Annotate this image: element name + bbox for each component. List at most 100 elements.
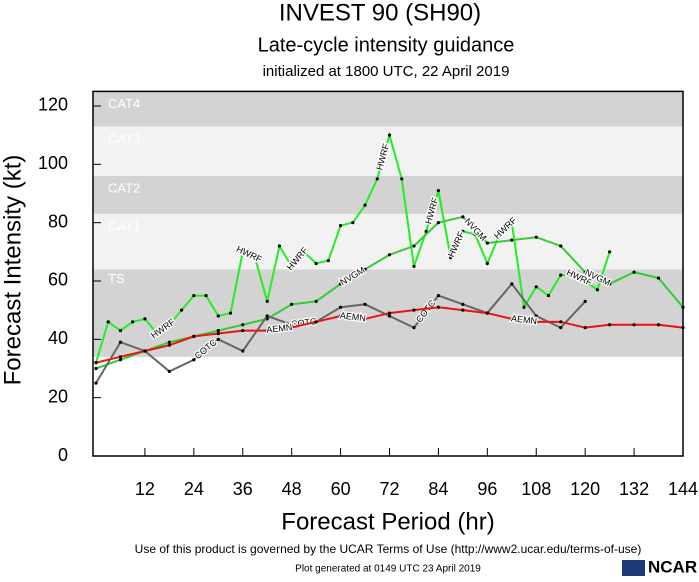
y-tick-label: 60 bbox=[48, 270, 68, 290]
data-point bbox=[338, 314, 343, 318]
data-point bbox=[595, 288, 599, 292]
category-band bbox=[93, 213, 683, 270]
data-point bbox=[216, 331, 220, 336]
generated: Plot generated at 0149 UTC 23 April 2019 bbox=[295, 564, 481, 575]
data-point bbox=[314, 320, 318, 324]
data-point bbox=[534, 314, 538, 318]
y-tick-label: 0 bbox=[58, 445, 68, 465]
data-point bbox=[485, 241, 489, 245]
y-tick-label: 100 bbox=[38, 153, 68, 173]
data-point bbox=[485, 261, 489, 266]
x-tick-label: 48 bbox=[282, 479, 302, 499]
data-point bbox=[510, 221, 514, 225]
x-tick-label: 12 bbox=[135, 479, 155, 499]
data-point bbox=[167, 340, 171, 344]
data-point bbox=[167, 369, 171, 374]
data-point bbox=[363, 302, 367, 306]
data-point bbox=[118, 340, 123, 344]
data-point bbox=[534, 285, 538, 289]
data-point bbox=[94, 361, 98, 365]
band-label: CAT2 bbox=[108, 180, 140, 195]
data-point bbox=[412, 264, 416, 269]
x-tick-label: 24 bbox=[184, 479, 204, 499]
x-tick-label: 96 bbox=[477, 479, 497, 499]
data-point bbox=[546, 293, 551, 298]
plot-frame bbox=[92, 90, 684, 457]
data-point bbox=[571, 273, 575, 277]
data-point bbox=[94, 381, 98, 385]
data-point bbox=[412, 244, 416, 248]
data-point bbox=[118, 355, 123, 359]
data-point bbox=[461, 229, 465, 234]
data-point bbox=[131, 320, 135, 324]
x-axis-label: Forecast Period (hr) bbox=[281, 508, 494, 535]
data-point bbox=[351, 221, 355, 225]
data-point bbox=[461, 215, 465, 219]
data-point bbox=[106, 320, 110, 324]
data-point bbox=[656, 323, 661, 327]
data-point bbox=[228, 311, 233, 315]
data-point bbox=[265, 314, 269, 318]
footer: Use of this product is governed by the U… bbox=[135, 542, 642, 556]
data-point bbox=[314, 299, 318, 304]
data-point bbox=[363, 267, 367, 271]
category-band bbox=[93, 91, 683, 127]
data-point bbox=[534, 320, 538, 324]
y-tick-label: 40 bbox=[48, 328, 68, 348]
data-point bbox=[497, 232, 502, 236]
data-point bbox=[167, 343, 171, 347]
data-point bbox=[338, 305, 343, 309]
data-point bbox=[265, 328, 269, 333]
data-point bbox=[436, 188, 441, 193]
data-point bbox=[436, 293, 441, 298]
data-point bbox=[265, 299, 269, 304]
data-point bbox=[290, 264, 294, 269]
data-point bbox=[608, 250, 612, 254]
x-tick-label: 72 bbox=[379, 479, 399, 499]
data-point bbox=[290, 323, 294, 327]
data-point bbox=[241, 250, 245, 254]
data-point bbox=[192, 293, 196, 298]
band-label: CAT3 bbox=[108, 131, 140, 146]
data-point bbox=[216, 337, 220, 341]
data-point bbox=[510, 238, 514, 242]
data-point bbox=[400, 177, 404, 181]
data-point bbox=[632, 323, 636, 327]
data-point bbox=[436, 305, 441, 309]
data-point bbox=[338, 282, 343, 286]
data-point bbox=[632, 270, 636, 274]
data-point bbox=[485, 311, 489, 315]
data-point bbox=[180, 308, 184, 312]
y-tick-label: 120 bbox=[38, 95, 68, 115]
data-point bbox=[277, 244, 282, 248]
data-point bbox=[436, 221, 441, 225]
data-point bbox=[534, 235, 538, 239]
data-point bbox=[412, 326, 416, 330]
logo: NCAR bbox=[648, 557, 697, 576]
data-point bbox=[522, 305, 526, 309]
data-point bbox=[241, 328, 245, 333]
x-tick-label: 120 bbox=[570, 479, 600, 499]
band-label: CAT4 bbox=[108, 96, 140, 111]
data-point bbox=[338, 223, 343, 228]
x-tick-label: 60 bbox=[331, 479, 351, 499]
data-point bbox=[290, 326, 294, 330]
data-point bbox=[192, 358, 196, 362]
y-tick-label: 20 bbox=[48, 386, 68, 406]
x-tick-label: 36 bbox=[233, 479, 253, 499]
init-time: initialized at 1800 UTC, 22 April 2019 bbox=[263, 63, 510, 80]
category-band bbox=[93, 175, 683, 214]
x-tick-label: 84 bbox=[428, 479, 448, 499]
data-point bbox=[94, 366, 98, 371]
data-point bbox=[253, 256, 257, 260]
data-point bbox=[363, 317, 367, 321]
data-point bbox=[314, 261, 318, 266]
data-point bbox=[155, 331, 159, 336]
data-point bbox=[583, 270, 587, 274]
data-point bbox=[302, 250, 306, 254]
data-point bbox=[192, 334, 196, 339]
data-point bbox=[387, 133, 392, 137]
data-point bbox=[681, 305, 685, 309]
data-point bbox=[387, 253, 392, 257]
